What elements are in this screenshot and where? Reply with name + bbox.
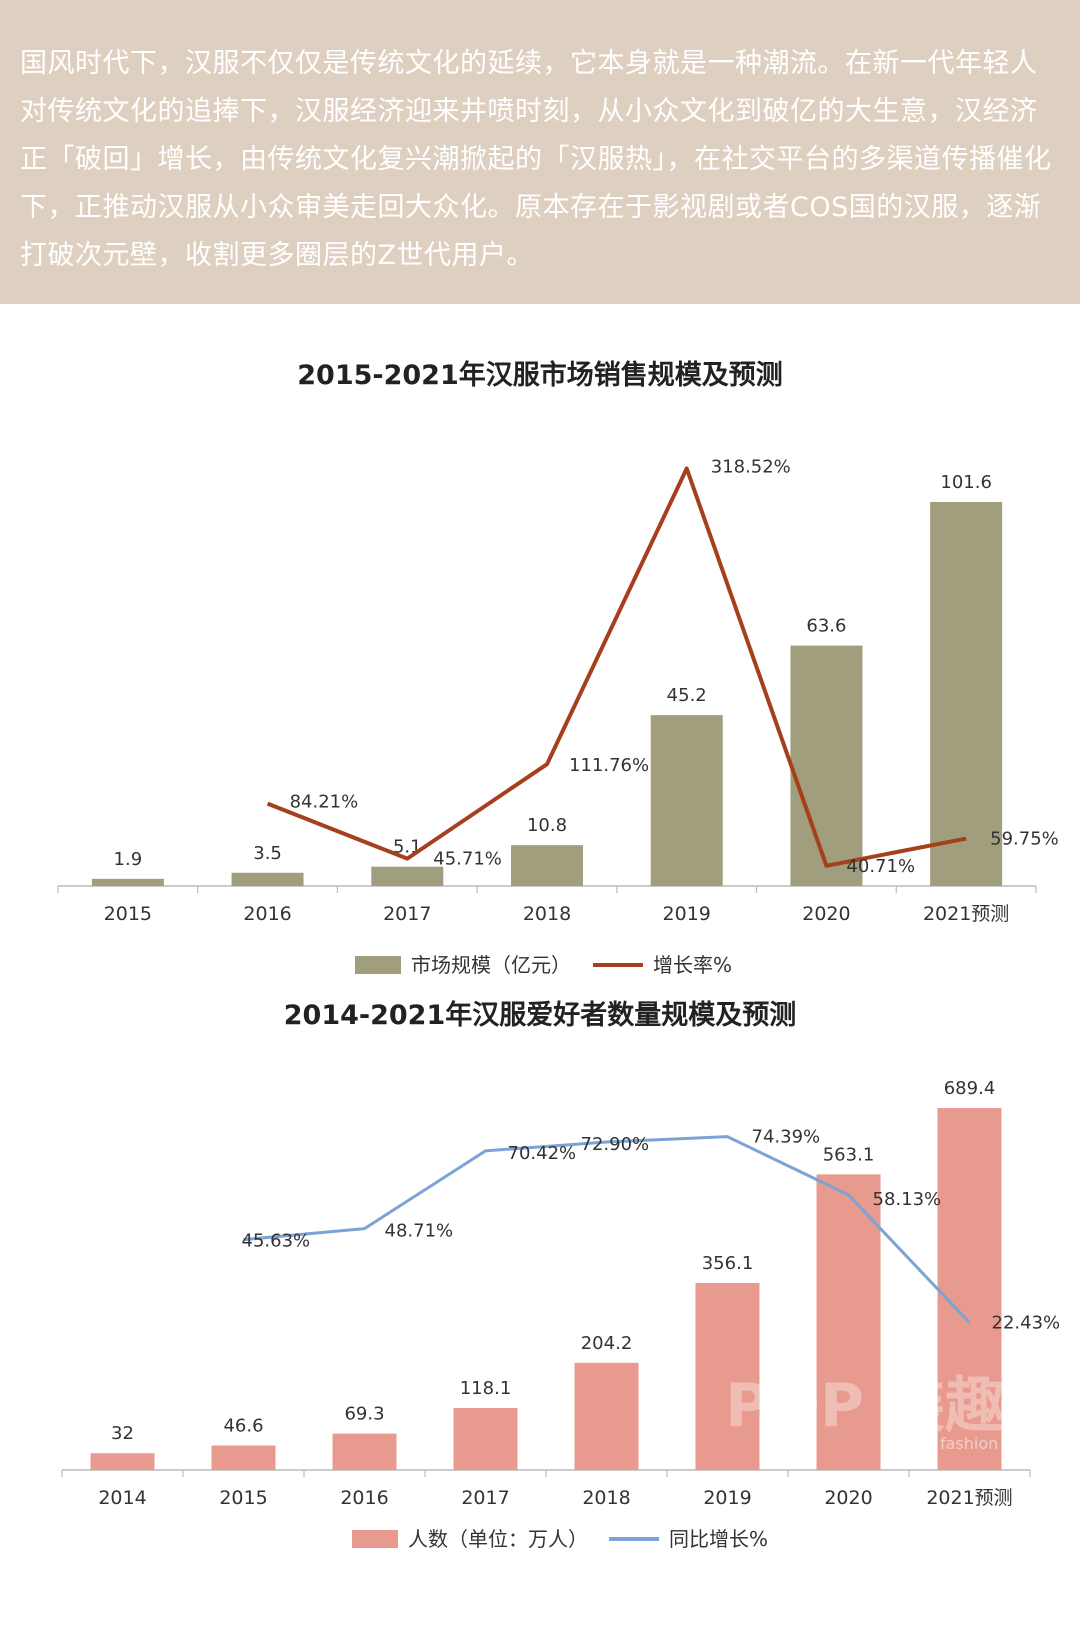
x-tick-label: 2016 [243,903,291,925]
growth-label: 70.42% [508,1143,577,1164]
bar-value-label: 101.6 [940,472,992,493]
x-tick-label: 2020 [802,903,850,925]
bar [574,1362,639,1470]
growth-label: 111.76% [569,755,649,776]
bar-value-label: 45.2 [667,685,707,706]
chart-title: 2015-2021年汉服市场销售规模及预测 [297,359,783,391]
x-tick-label: 2018 [523,903,571,925]
growth-label: 22.43% [992,1313,1061,1334]
bar [91,878,164,886]
bar-value-label: 118.1 [460,1378,512,1399]
bar-value-label: 63.6 [806,616,846,637]
bar-value-label: 356.1 [702,1253,754,1274]
legend-line-label: 同比增长% [669,1527,768,1551]
bar [695,1283,760,1470]
bar [231,872,304,886]
legend-bar-label: 人数（单位：万人） [408,1527,588,1551]
bar-value-label: 46.6 [223,1416,263,1437]
x-tick-label: 2019 [703,1487,751,1509]
intro-text: 国风时代下，汉服不仅仅是传统文化的延续，它本身就是一种潮流。在新一代年轻人对传统… [20,48,1052,271]
x-tick-label: 2021预测 [926,1487,1012,1509]
growth-label: 45.71% [433,849,502,870]
bar-value-label: 689.4 [944,1078,996,1099]
x-tick-label: 2017 [461,1487,509,1509]
chart-title: 2014-2021年汉服爱好者数量规模及预测 [284,999,797,1031]
growth-label: 40.71% [846,856,915,877]
x-tick-label: 2015 [219,1487,267,1509]
watermark-logo: POP 装趣 [725,1371,1005,1441]
bar-value-label: 32 [111,1423,134,1444]
legend-bar-swatch [352,1530,398,1548]
bar [371,866,444,886]
x-tick-label: 2014 [98,1487,146,1509]
bar [937,1108,1002,1470]
x-tick-label: 2016 [340,1487,388,1509]
bar-value-label: 1.9 [114,849,143,870]
x-tick-label: 2017 [383,903,431,925]
bar [816,1174,881,1470]
legend-line-label: 增长率% [653,953,732,977]
x-tick-label: 2020 [824,1487,872,1509]
x-tick-label: 2019 [663,903,711,925]
growth-line [266,466,967,868]
growth-label: 318.52% [711,457,791,478]
watermark-subtext: fashion [940,1434,998,1453]
x-tick-label: 2021预测 [923,903,1009,925]
bar [790,645,863,886]
bar-value-label: 3.5 [253,843,282,864]
bar [211,1445,276,1470]
enthusiast-count-chart: 2014-2021年汉服爱好者数量规模及预测 32 2014 46.6 2015 69.3… [61,999,1061,1551]
growth-label: 84.21% [290,792,359,813]
bar [332,1433,397,1470]
intro-banner: 国风时代下，汉服不仅仅是传统文化的延续，它本身就是一种潮流。在新一代年轻人对传统… [0,0,1080,304]
growth-label: 59.75% [990,829,1059,850]
market-size-chart: 2015-2021年汉服市场销售规模及预测1.920153.520165.120… [57,359,1059,977]
bar-value-label: 204.2 [581,1333,633,1354]
bar [453,1407,518,1470]
bar-value-label: 69.3 [344,1404,384,1425]
x-tick-label: 2015 [104,903,152,925]
bar [90,1453,155,1470]
growth-label: 58.13% [873,1189,942,1210]
bar [650,715,723,886]
growth-label: 72.90% [581,1134,650,1155]
growth-label: 48.71% [385,1221,454,1242]
bar-value-label: 563.1 [823,1144,875,1165]
legend-bar-swatch [355,956,401,974]
bar [930,501,1003,886]
growth-label: 74.39% [752,1127,821,1148]
bar [511,845,583,886]
legend-bar-label: 市场规模（亿元） [411,953,571,977]
bar-value-label: 10.8 [527,815,567,836]
x-tick-label: 2018 [582,1487,630,1509]
growth-label: 45.63% [242,1231,311,1252]
